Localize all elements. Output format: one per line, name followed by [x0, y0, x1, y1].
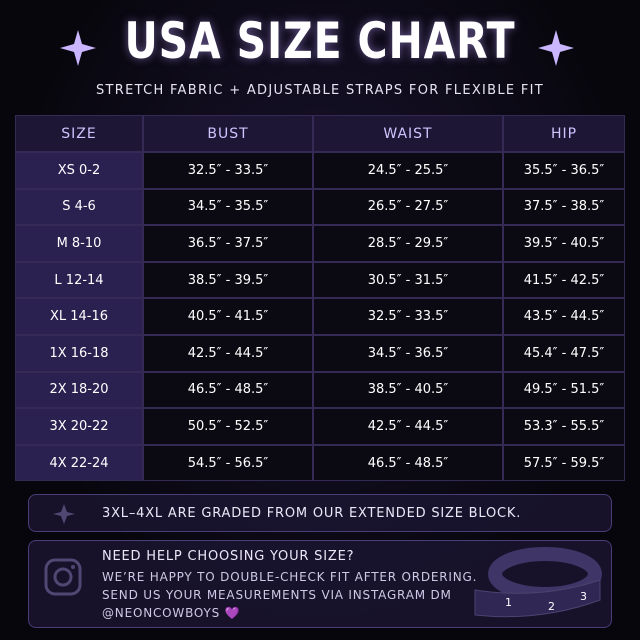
measurement: 46.5″ - 48.5″ [313, 444, 503, 482]
size-label: XS 0-2 [15, 152, 143, 189]
tape-label: 2 [548, 600, 556, 613]
measurement: 45.4″ - 47.5″ [503, 335, 625, 372]
measurement: 34.5″ - 36.5″ [313, 335, 503, 372]
measurement: 28.5″ - 29.5″ [313, 225, 503, 262]
title: USA SIZE CHART [124, 12, 516, 70]
measurement: 36.5″ - 37.5″ [143, 225, 313, 262]
size-label: M 8-10 [15, 225, 143, 262]
help-heading: NEED HELP CHOOSING YOUR SIZE? [102, 549, 355, 564]
column-header: HIP [503, 115, 625, 152]
measurement: 34.5″ - 35.5″ [143, 188, 313, 226]
measurement: 53.3″ - 55.5″ [503, 408, 625, 445]
column-header: WAIST [313, 115, 503, 152]
measurement: 54.5″ - 56.5″ [143, 444, 313, 482]
measurement: 26.5″ - 27.5″ [313, 188, 503, 226]
measurement: 24.5″ - 25.5″ [313, 152, 503, 189]
measurement: 30.5″ - 31.5″ [313, 261, 503, 299]
measurement: 39.5″ - 40.5″ [503, 225, 625, 262]
measurement: 46.5″ - 48.5″ [143, 371, 313, 409]
size-label: S 4-6 [15, 188, 143, 226]
help-handle: @NEONCOWBOYS 💜 [102, 606, 241, 620]
sparkle [60, 30, 96, 66]
note-box [28, 494, 612, 532]
measurement: 40.5″ - 41.5″ [143, 298, 313, 335]
help-box [28, 540, 612, 628]
measurement: 38.5″ - 39.5″ [143, 261, 313, 299]
measurement: 38.5″ - 40.5″ [313, 371, 503, 409]
subtitle: STRETCH FABRIC + ADJUSTABLE STRAPS FOR F… [95, 83, 545, 98]
help-line: WE’RE HAPPY TO DOUBLE-CHECK FIT AFTER OR… [102, 570, 478, 584]
measurement: 32.5″ - 33.5″ [313, 298, 503, 335]
measurement: 41.5″ - 42.5″ [503, 261, 625, 299]
size-label: XL 14-16 [15, 298, 143, 335]
help-line: SEND US YOUR MEASUREMENTS VIA INSTAGRAM … [102, 588, 452, 602]
measurement: 42.5″ - 44.5″ [143, 335, 313, 372]
size-label: 4X 22-24 [15, 444, 143, 482]
size-label: L 12-14 [15, 261, 143, 299]
column-header: BUST [143, 115, 313, 152]
measurement: 32.5″ - 33.5″ [143, 152, 313, 189]
measurement: 37.5″ - 38.5″ [503, 188, 625, 226]
tape-label: 3 [580, 590, 588, 603]
sparkle [538, 30, 574, 66]
tape-label: 1 [505, 596, 513, 609]
size-label: 1X 16-18 [15, 335, 143, 372]
size-label: 2X 18-20 [15, 371, 143, 409]
measurement: 50.5″ - 52.5″ [143, 408, 313, 445]
measurement: 57.5″ - 59.5″ [503, 444, 625, 482]
measurement: 35.5″ - 36.5″ [503, 152, 625, 189]
measurement: 43.5″ - 44.5″ [503, 298, 625, 335]
note: 3XL–4XL ARE GRADED FROM OUR EXTENDED SIZ… [102, 506, 522, 521]
size-label: 3X 20-22 [15, 408, 143, 445]
measurement: 49.5″ - 51.5″ [503, 371, 625, 409]
column-header: SIZE [15, 115, 143, 152]
measurement: 42.5″ - 44.5″ [313, 408, 503, 445]
